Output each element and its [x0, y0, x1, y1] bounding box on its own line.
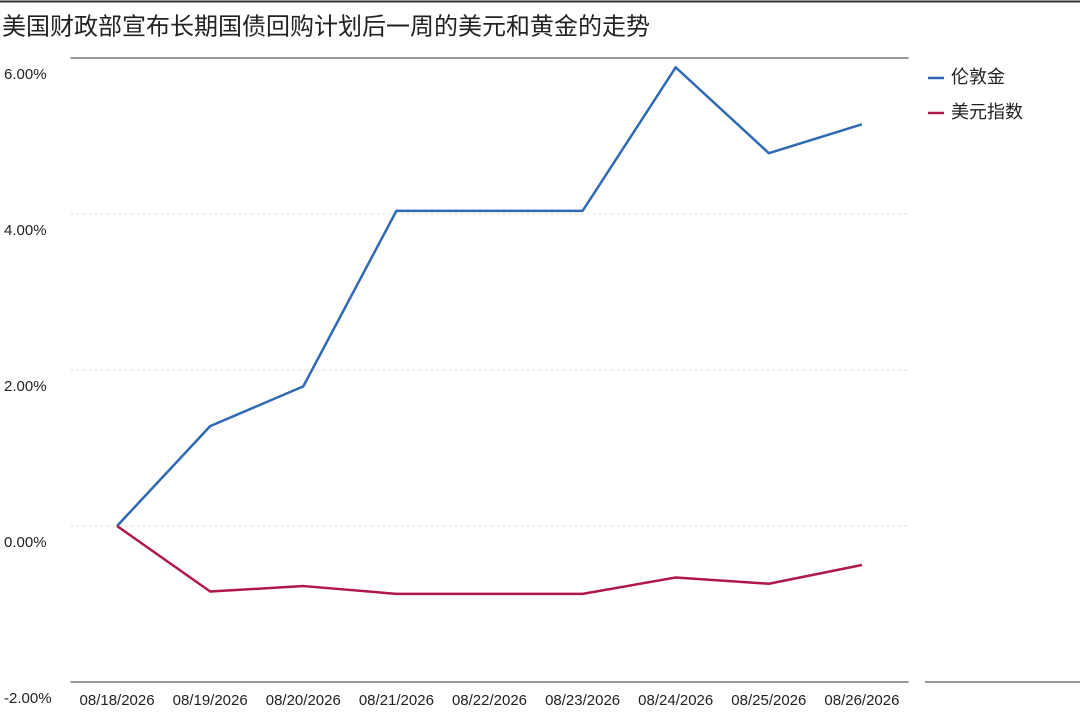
- x-tick-label: 08/18/2026: [80, 692, 155, 709]
- x-tick-label: 08/23/2026: [545, 692, 620, 709]
- x-tick-label: 08/26/2026: [824, 692, 899, 709]
- y-tick-label: 6.00%: [4, 66, 47, 83]
- line-series: [116, 66, 863, 527]
- x-tick-label: 08/20/2026: [266, 692, 341, 709]
- x-tick-label: 08/24/2026: [638, 692, 713, 709]
- x-tick-label: 08/19/2026: [173, 692, 248, 709]
- y-tick-label: -2.00%: [4, 690, 52, 707]
- y-tick-label: 0.00%: [4, 534, 47, 551]
- line-series: [116, 524, 863, 596]
- y-tick-label: 2.00%: [4, 378, 47, 395]
- x-tick-label: 08/25/2026: [731, 692, 806, 709]
- chart-title: 美国财政部宣布长期国债回购计划后一周的美元和黄金的走势: [2, 13, 650, 40]
- legend-label: 伦敦金: [951, 67, 1005, 87]
- x-tick-label: 08/22/2026: [452, 692, 527, 709]
- y-tick-label: 4.00%: [4, 222, 47, 239]
- legend-label: 美元指数: [951, 102, 1023, 122]
- x-tick-label: 08/21/2026: [359, 692, 434, 709]
